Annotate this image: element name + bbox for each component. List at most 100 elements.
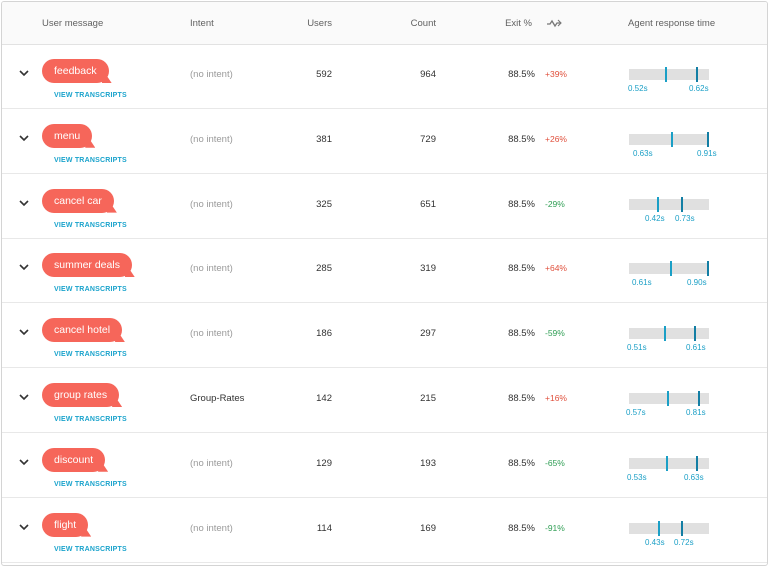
view-transcripts-link[interactable]: VIEW TRANSCRIPTS	[54, 221, 127, 229]
table-row[interactable]: discount VIEW TRANSCRIPTS (no intent) 12…	[2, 434, 767, 498]
response-time-bar: 0.52s 0.62s	[628, 67, 709, 93]
count-value: 729	[420, 133, 436, 145]
table-row[interactable]: flight VIEW TRANSCRIPTS (no intent) 114 …	[2, 499, 767, 563]
chevron-down-icon[interactable]	[17, 66, 31, 80]
count-value: 319	[420, 263, 436, 275]
chevron-down-icon[interactable]	[17, 455, 31, 469]
trend-arrow-icon[interactable]	[546, 16, 562, 30]
user-message-bubble[interactable]: cancel car	[42, 188, 114, 213]
exit-percent-value: 88.5%	[508, 198, 535, 210]
chevron-down-icon[interactable]	[17, 260, 31, 274]
response-time-high-label: 0.73s	[675, 213, 695, 223]
response-time-low-label: 0.43s	[645, 537, 665, 547]
response-time-high-label: 0.62s	[689, 84, 709, 93]
users-value: 592	[316, 69, 332, 80]
table-row[interactable]: summer deals VIEW TRANSCRIPTS (no intent…	[2, 239, 767, 304]
intent-value: (no intent)	[190, 522, 233, 534]
response-time-bar: 0.51s 0.61s	[627, 326, 709, 352]
header-exit[interactable]: Exit %	[505, 18, 532, 29]
users-value: 142	[316, 393, 332, 404]
user-message-bubble[interactable]: menu	[42, 123, 93, 148]
exit-percent-value: 88.5%	[508, 393, 535, 404]
response-time-bar: 0.63s 0.91s	[629, 131, 717, 158]
user-message-bubble[interactable]: feedback	[42, 59, 109, 83]
chevron-down-icon[interactable]	[17, 325, 31, 339]
intent-value: (no intent)	[190, 457, 233, 469]
exit-delta-badge: +16%	[545, 393, 567, 403]
response-time-high-marker	[696, 67, 698, 82]
response-time-high-label: 0.90s	[687, 278, 707, 288]
count-value: 964	[420, 69, 436, 80]
response-time-low-marker	[657, 196, 659, 212]
user-message-bubble[interactable]: discount	[42, 447, 106, 472]
exit-delta-badge: -65%	[545, 457, 565, 468]
user-message-bubble[interactable]: summer deals	[42, 253, 132, 278]
table-row[interactable]: cancel car VIEW TRANSCRIPTS (no intent) …	[2, 175, 767, 239]
response-time-low-marker	[667, 391, 669, 406]
table-row[interactable]: group rates VIEW TRANSCRIPTS Group-Rates…	[2, 369, 767, 433]
exit-delta-badge: -29%	[545, 198, 565, 209]
response-time-high-label: 0.63s	[684, 472, 704, 482]
chevron-down-icon[interactable]	[17, 390, 31, 404]
response-time-low-marker	[666, 455, 668, 471]
view-transcripts-link[interactable]: VIEW TRANSCRIPTS	[54, 156, 127, 164]
response-time-high-label: 0.91s	[697, 148, 717, 158]
response-time-high-marker	[681, 520, 683, 536]
table-row[interactable]: feedback VIEW TRANSCRIPTS (no intent) 59…	[2, 45, 767, 109]
view-transcripts-link[interactable]: VIEW TRANSCRIPTS	[54, 351, 127, 359]
response-time-low-marker	[670, 261, 672, 277]
exit-delta-badge: +26%	[545, 133, 567, 144]
response-time-bar: 0.61s 0.90s	[629, 261, 709, 287]
chevron-down-icon[interactable]	[17, 196, 31, 210]
exit-percent-value: 88.5%	[508, 263, 535, 275]
exit-percent-value: 88.5%	[508, 69, 535, 80]
user-message-bubble[interactable]: cancel hotel	[42, 318, 123, 343]
view-transcripts-link[interactable]: VIEW TRANSCRIPTS	[54, 92, 127, 99]
view-transcripts-link[interactable]: VIEW TRANSCRIPTS	[54, 286, 127, 294]
response-time-high-marker	[698, 391, 700, 406]
header-count[interactable]: Count	[410, 18, 436, 29]
response-time-bar: 0.53s 0.63s	[627, 455, 709, 482]
exit-percent-value: 88.5%	[508, 328, 535, 340]
table-row[interactable]: menu VIEW TRANSCRIPTS (no intent) 381 72…	[2, 110, 767, 174]
chevron-down-icon[interactable]	[17, 520, 31, 534]
table-header: User message Intent Users Count Exit % A…	[2, 2, 767, 45]
response-time-low-label: 0.61s	[632, 278, 652, 288]
response-time-low-marker	[671, 131, 673, 147]
exit-delta-badge: +64%	[545, 263, 567, 274]
response-time-high-marker	[696, 455, 698, 471]
header-intent[interactable]: Intent	[190, 18, 214, 29]
users-value: 381	[316, 133, 332, 145]
exit-delta-badge: -59%	[545, 328, 565, 339]
header-agent-response-time[interactable]: Agent response time	[628, 18, 716, 29]
exit-percent-value: 88.5%	[508, 133, 535, 145]
users-value: 129	[316, 457, 332, 469]
user-message-bubble[interactable]: flight	[42, 512, 89, 537]
response-time-high-marker	[681, 196, 683, 212]
response-time-low-marker	[664, 326, 666, 342]
header-users[interactable]: Users	[307, 18, 332, 29]
view-transcripts-link[interactable]: VIEW TRANSCRIPTS	[54, 480, 127, 488]
view-transcripts-link[interactable]: VIEW TRANSCRIPTS	[54, 545, 127, 553]
response-time-high-marker	[694, 326, 696, 342]
response-time-low-label: 0.57s	[626, 408, 646, 417]
exit-delta-badge: +39%	[545, 69, 567, 79]
intent-value: (no intent)	[190, 263, 233, 275]
view-transcripts-link[interactable]: VIEW TRANSCRIPTS	[54, 416, 127, 423]
intent-value: Group-Rates	[190, 393, 245, 404]
response-time-high-marker	[707, 131, 709, 147]
table-row[interactable]: cancel hotel VIEW TRANSCRIPTS (no intent…	[2, 304, 767, 369]
response-time-low-marker	[658, 520, 660, 536]
response-time-bar: 0.57s 0.81s	[626, 391, 709, 417]
users-value: 114	[316, 522, 332, 534]
user-message-bubble[interactable]: group rates	[42, 383, 120, 407]
exit-percent-value: 88.5%	[508, 522, 535, 534]
chevron-down-icon[interactable]	[17, 131, 31, 145]
count-value: 193	[420, 457, 436, 469]
exit-delta-badge: -91%	[545, 522, 565, 533]
intent-value: (no intent)	[190, 69, 233, 80]
header-user-message[interactable]: User message	[42, 18, 104, 29]
count-value: 215	[420, 393, 436, 404]
count-value: 297	[420, 328, 436, 340]
response-time-high-label: 0.61s	[686, 343, 706, 353]
